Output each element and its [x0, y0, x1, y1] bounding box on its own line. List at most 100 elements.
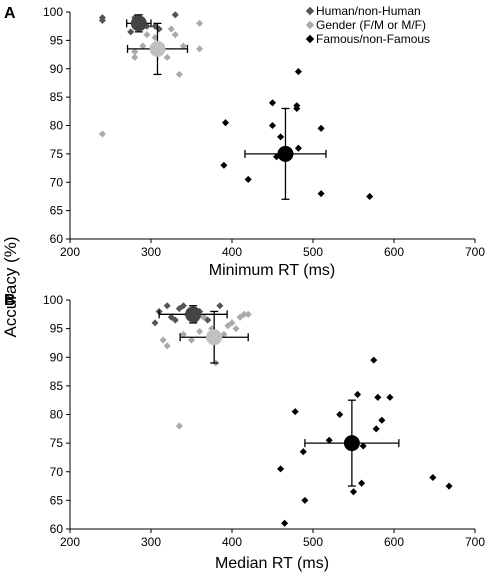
panel-a-point-series-2: [221, 119, 230, 127]
panel-a-point-series-0: [127, 28, 135, 36]
panel-a-point-series-1: [98, 130, 106, 138]
panel-label-a: A: [4, 5, 16, 22]
panel-a-x-tick-label: 400: [222, 245, 242, 259]
panel-b-point-series-1: [220, 330, 228, 338]
panel-a-point-series-1: [143, 31, 151, 39]
panel-b-point-series-2: [358, 479, 366, 487]
panel-a-point-series-0: [171, 11, 179, 19]
panel-b-point-series-1: [159, 336, 167, 344]
panel-b-x-tick-label: 700: [465, 535, 485, 549]
panel-b-mean-series-0: [185, 306, 202, 323]
panel-b-marks: [151, 302, 453, 527]
panel-a-mean-series-0: [130, 15, 147, 32]
panel-a-point-series-1: [196, 45, 204, 53]
panel-b-point-series-2: [349, 488, 358, 496]
panel-a-ticks: 200 300 400 500 600 700 60 65 70 75 80 85 90 95 100: [43, 5, 485, 259]
panel-a: A 200 300 400 500 600 7006065707580859095100 …: [4, 4, 485, 279]
panel-a-point-series-2: [294, 68, 302, 76]
panel-a-point-series-1: [179, 42, 187, 50]
panel-a-x-axis-label: Minimum RT (ms): [209, 262, 336, 279]
panel-b-point-series-2: [301, 496, 309, 504]
panel-b-point-series-2: [378, 416, 386, 424]
panel-label-b: B: [4, 292, 16, 309]
panel-b-point-series-0: [151, 319, 159, 327]
panel-a-point-series-1: [171, 31, 179, 39]
panel-b-point-series-2: [354, 390, 362, 398]
panel-b-point-series-2: [374, 393, 382, 401]
panel-a-y-tick-label: 80: [50, 119, 64, 133]
panel-a-point-series-2: [268, 121, 277, 130]
panel-b-point-series-0: [163, 302, 171, 310]
panel-b-y-tick-label: 100: [43, 293, 63, 307]
panel-a-point-series-2: [293, 104, 301, 113]
panel-b-point-series-2: [281, 519, 289, 527]
legend-item-gender: Gender (F/M or M/F): [305, 18, 426, 32]
panel-a-point-series-1: [163, 53, 171, 61]
panel-a-point-series-1: [175, 70, 183, 78]
panel-b-point-series-1: [175, 422, 183, 430]
panel-a-y-tick-label: 85: [50, 90, 64, 104]
panel-a-point-series-2: [317, 190, 325, 198]
panel-a-y-tick-label: 65: [50, 204, 64, 218]
panel-b-y-tick-label: 80: [50, 408, 64, 422]
panel-b-point-series-1: [232, 325, 240, 333]
legend-label-human: Human/non-Human: [316, 4, 421, 18]
panel-b-x-axis-label: Median RT (ms): [215, 555, 329, 572]
panel-b-point-series-1: [196, 327, 204, 336]
panel-a-means: [126, 14, 327, 200]
panel-a-point-series-2: [317, 124, 325, 132]
panel-a-y-tick-label: 75: [50, 147, 64, 161]
panel-a-y-tick-label: 90: [50, 62, 64, 76]
panel-b-y-tick-label: 70: [50, 465, 64, 479]
panel-a-point-series-2: [244, 175, 252, 183]
panel-b-point-series-0: [179, 302, 187, 310]
panel-b-point-series-2: [386, 393, 394, 401]
panel-a-x-tick-label: 200: [60, 245, 80, 259]
panel-b-point-series-1: [244, 310, 252, 318]
legend-label-famous: Famous/non-Famous: [316, 32, 430, 46]
panel-b-point-series-2: [336, 410, 344, 419]
panel-a-point-series-2: [268, 99, 277, 107]
panel-b-x-tick-label: 400: [222, 535, 242, 549]
panel-a-mean-series-2: [277, 145, 294, 162]
panel-a-mean-series-1: [149, 40, 166, 57]
panel-b-point-series-2: [359, 442, 367, 450]
panel-a-x-tick-label: 500: [303, 245, 323, 259]
panel-b-y-tick-label: 60: [50, 522, 64, 536]
panel-b: B 200 300 400 500 600 7006065707580859095100 …: [4, 292, 485, 572]
panel-b-mean-series-1: [206, 329, 223, 346]
panel-b-x-tick-label: 600: [384, 535, 404, 549]
panel-b-point-series-2: [370, 356, 378, 364]
panel-b-point-series-2: [429, 473, 437, 482]
panel-b-x-tick-label: 300: [141, 535, 161, 549]
panel-b-y-tick-label: 85: [50, 379, 64, 393]
panel-b-y-tick-label: 90: [50, 350, 64, 364]
panel-b-y-tick-label: 95: [50, 322, 64, 336]
panel-a-point-series-2: [220, 161, 228, 169]
panel-b-point-series-1: [179, 330, 187, 338]
panel-a-point-series-1: [196, 19, 204, 27]
panel-a-point-series-1: [139, 42, 147, 50]
panel-b-y-tick-label: 65: [50, 493, 64, 507]
shared-y-axis-label: Accuracy (%): [1, 236, 20, 337]
panel-a-point-series-1: [167, 25, 175, 33]
legend-marker-gender: [305, 20, 315, 30]
legend: Human/non-Human Gender (F/M or M/F) Famo…: [305, 4, 430, 46]
panel-a-point-series-1: [131, 48, 139, 56]
panel-b-mean-series-2: [343, 435, 360, 452]
panel-a-y-tick-label: 100: [43, 5, 63, 19]
panel-b-ticks: 200 300 400 500 600 700 60 65 70 75 80 85 90 95 100: [43, 293, 485, 549]
panel-a-point-series-1: [151, 34, 159, 42]
panel-b-point-series-1: [163, 342, 171, 350]
legend-marker-human: [305, 6, 315, 16]
panel-b-point-series-2: [372, 425, 380, 433]
panel-a-x-tick-label: 300: [141, 245, 161, 259]
panel-a-point-series-2: [294, 144, 302, 152]
panel-a-point-series-1: [131, 53, 139, 61]
panel-b-point-series-2: [277, 465, 285, 473]
panel-b-point-series-0: [216, 302, 224, 310]
panel-a-y-tick-label: 70: [50, 175, 64, 189]
panel-b-point-series-1: [240, 310, 248, 318]
panel-b-point-series-2: [291, 408, 299, 416]
